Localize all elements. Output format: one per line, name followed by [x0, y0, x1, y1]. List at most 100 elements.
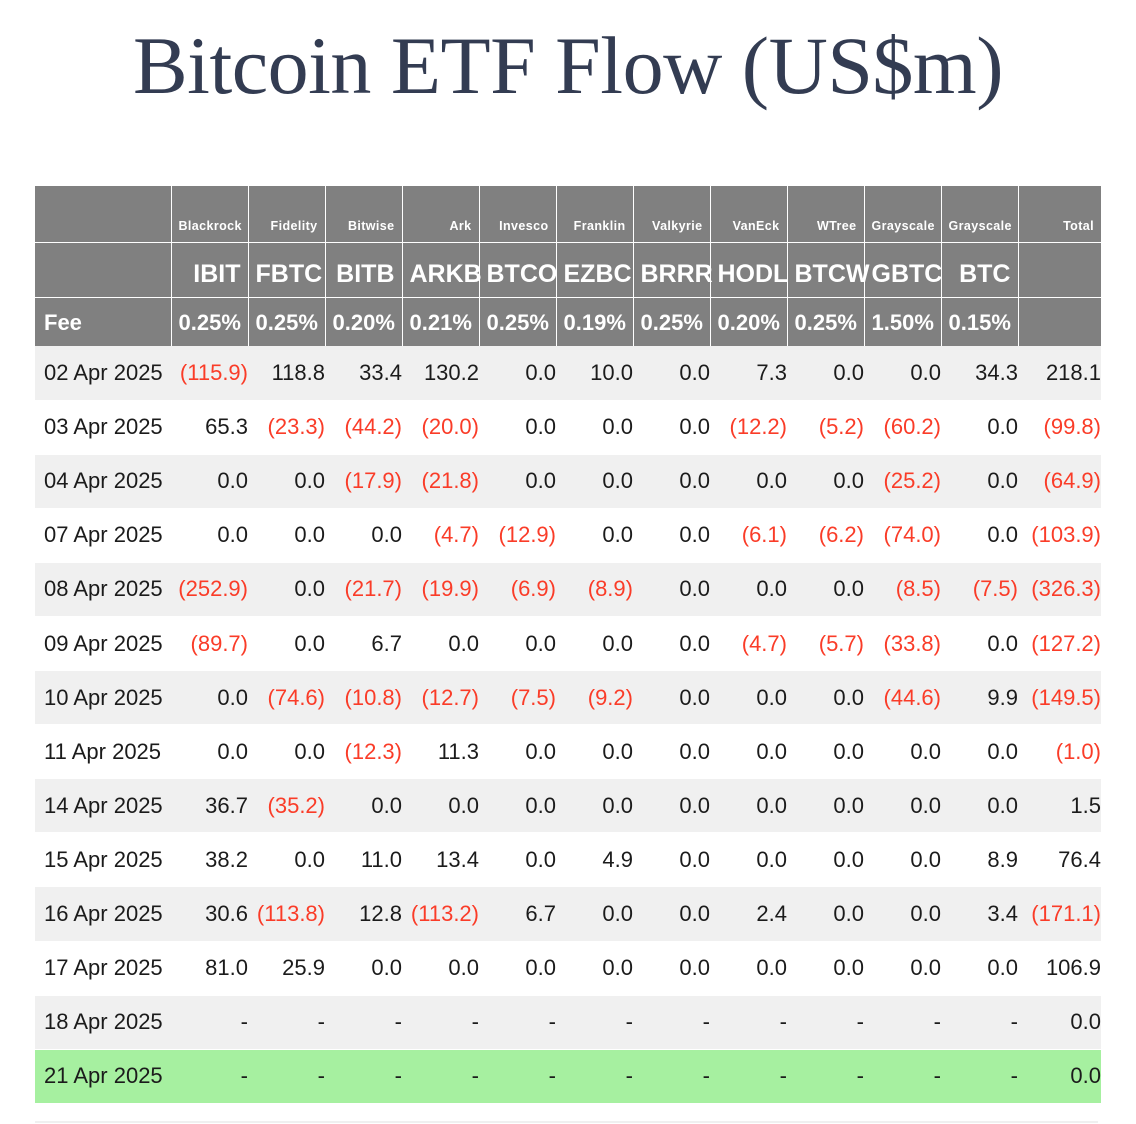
cell-btco: 0.0: [479, 616, 556, 672]
cell-btco: 0.0: [479, 941, 556, 996]
ticker-header-ezbc: EZBC: [556, 242, 634, 298]
cell-ezbc: 0.0: [556, 508, 633, 563]
cell-btco: 0.0: [479, 400, 556, 455]
cell-brrr: 0.0: [633, 454, 710, 509]
cell-ezbc: (8.9): [556, 562, 633, 617]
cell-btc: 0.0: [941, 454, 1018, 509]
cell-btc: 0.0: [941, 616, 1018, 672]
fee-hodl: 0.20%: [710, 297, 788, 346]
table-row: 14 Apr 2025 36.7 (35.2) 0.0 0.0 0.0 0.0 0.0 0.0 0…: [35, 778, 1101, 834]
fee-gbtc: 1.50%: [864, 297, 942, 346]
row-date: 10 Apr 2025: [35, 670, 171, 726]
table-header: Blackrock Fidelity Bitwise Ark Invesco Frankl…: [35, 186, 1101, 346]
cell-total: (127.2): [1018, 616, 1101, 672]
cell-btc: 34.3: [941, 346, 1018, 401]
fee-header-row: Fee 0.25% 0.25% 0.20% 0.21% 0.25% 0.19% 0.25% 0…: [35, 297, 1101, 346]
row-date: 08 Apr 2025: [35, 562, 171, 617]
cell-bitb: 0.0: [325, 508, 402, 563]
cell-gbtc: (8.5): [864, 562, 941, 617]
cell-total: 218.1: [1018, 346, 1101, 401]
row-date: 03 Apr 2025: [35, 400, 171, 455]
cell-btc: 0.0: [941, 778, 1018, 834]
cell-ezbc: 0.0: [556, 616, 633, 672]
cell-btc: 3.4: [941, 886, 1018, 942]
row-date: 15 Apr 2025: [35, 832, 171, 888]
cell-btc: 0.0: [941, 724, 1018, 780]
cell-btcw: (5.2): [787, 400, 864, 455]
cell-bitb: (17.9): [325, 454, 402, 509]
cell-fbtc: -: [248, 1049, 325, 1104]
ticker-header-btco: BTCO: [479, 242, 557, 298]
cell-ibit: 36.7: [171, 778, 248, 834]
cell-ibit: -: [171, 1049, 248, 1104]
cell-gbtc: 0.0: [864, 778, 941, 834]
cell-btco: 6.7: [479, 886, 556, 942]
fee-row-total-spacer: [1018, 297, 1101, 346]
cell-btcw: 0.0: [787, 724, 864, 780]
sponsor-header-arkb: Ark: [402, 186, 480, 243]
cell-brrr: 0.0: [633, 724, 710, 780]
table-row: 08 Apr 2025 (252.9) 0.0 (21.7) (19.9) (6.9) (8…: [35, 562, 1101, 617]
cell-ibit: (115.9): [171, 346, 248, 401]
table-row: 11 Apr 2025 0.0 0.0 (12.3) 11.3 0.0 0.0 0.0 0.0 0…: [35, 724, 1101, 780]
row-date: 21 Apr 2025: [35, 1049, 171, 1104]
cell-btco: -: [479, 995, 556, 1050]
sponsor-header-fbtc: Fidelity: [248, 186, 326, 243]
cell-gbtc: (44.6): [864, 670, 941, 726]
cell-btcw: 0.0: [787, 832, 864, 888]
cell-ibit: 0.0: [171, 454, 248, 509]
cell-btc: -: [941, 1049, 1018, 1104]
cell-btc: 0.0: [941, 400, 1018, 455]
cell-fbtc: 0.0: [248, 724, 325, 780]
cell-btco: 0.0: [479, 454, 556, 509]
ticker-header-fbtc: FBTC: [248, 242, 326, 298]
cell-ezbc: 10.0: [556, 346, 633, 401]
cell-hodl: (4.7): [710, 616, 787, 672]
cell-btcw: -: [787, 1049, 864, 1104]
cell-total: 0.0: [1018, 995, 1101, 1050]
cell-fbtc: (35.2): [248, 778, 325, 834]
cell-ibit: 0.0: [171, 508, 248, 563]
table-row: 21 Apr 2025- - - - - - - - - - -0.0: [35, 1049, 1101, 1104]
row-date: 02 Apr 2025: [35, 346, 171, 401]
cell-btcw: 0.0: [787, 346, 864, 401]
sponsor-header-row: Blackrock Fidelity Bitwise Ark Invesco Frankl…: [35, 186, 1101, 243]
cell-btc: 0.0: [941, 941, 1018, 996]
cell-fbtc: 25.9: [248, 941, 325, 996]
fee-btc: 0.15%: [941, 297, 1019, 346]
row-date: 09 Apr 2025: [35, 616, 171, 672]
cell-fbtc: (74.6): [248, 670, 325, 726]
cell-total: 106.9: [1018, 941, 1101, 996]
row-date: 16 Apr 2025: [35, 886, 171, 942]
cell-ibit: (89.7): [171, 616, 248, 672]
cell-fbtc: 0.0: [248, 454, 325, 509]
cell-btc: (7.5): [941, 562, 1018, 617]
ticker-header-arkb: ARKB: [402, 242, 482, 298]
cell-brrr: 0.0: [633, 778, 710, 834]
cell-brrr: 0.0: [633, 400, 710, 455]
cell-brrr: 0.0: [633, 616, 710, 672]
ticker-header-hodl: HODL: [710, 242, 788, 298]
cell-brrr: -: [633, 1049, 710, 1104]
cell-arkb: (12.7): [402, 670, 479, 726]
cell-total: (149.5): [1018, 670, 1101, 726]
cell-gbtc: 0.0: [864, 724, 941, 780]
cell-fbtc: 0.0: [248, 508, 325, 563]
fee-arkb: 0.21%: [402, 297, 480, 346]
cell-btc: 8.9: [941, 832, 1018, 888]
cell-hodl: 0.0: [710, 670, 787, 726]
etf-flow-table-wrapper: Blackrock Fidelity Bitwise Ark Invesco Frankl…: [35, 186, 1101, 1104]
table-row: 07 Apr 2025 0.0 0.0 0.0 (4.7) (12.9) 0.0 0.0 (6.…: [35, 508, 1101, 563]
cell-bitb: (10.8): [325, 670, 402, 726]
sponsor-header-hodl: VanEck: [710, 186, 788, 243]
cell-ezbc: 4.9: [556, 832, 633, 888]
table-row: 15 Apr 2025 38.2 0.0 11.0 13.4 0.0 4.9 0.0 0.0 0.…: [35, 832, 1101, 888]
cell-btcw: 0.0: [787, 562, 864, 617]
sponsor-header-brrr: Valkyrie: [633, 186, 711, 243]
cell-gbtc: -: [864, 1049, 941, 1104]
table-row: 16 Apr 2025 30.6 (113.8) 12.8 (113.2) 6.7 0.0 0…: [35, 886, 1101, 942]
cell-ibit: 81.0: [171, 941, 248, 996]
cell-bitb: (44.2): [325, 400, 402, 455]
table-row: 10 Apr 2025 0.0 (74.6) (10.8) (12.7) (7.5) (9.…: [35, 670, 1101, 726]
